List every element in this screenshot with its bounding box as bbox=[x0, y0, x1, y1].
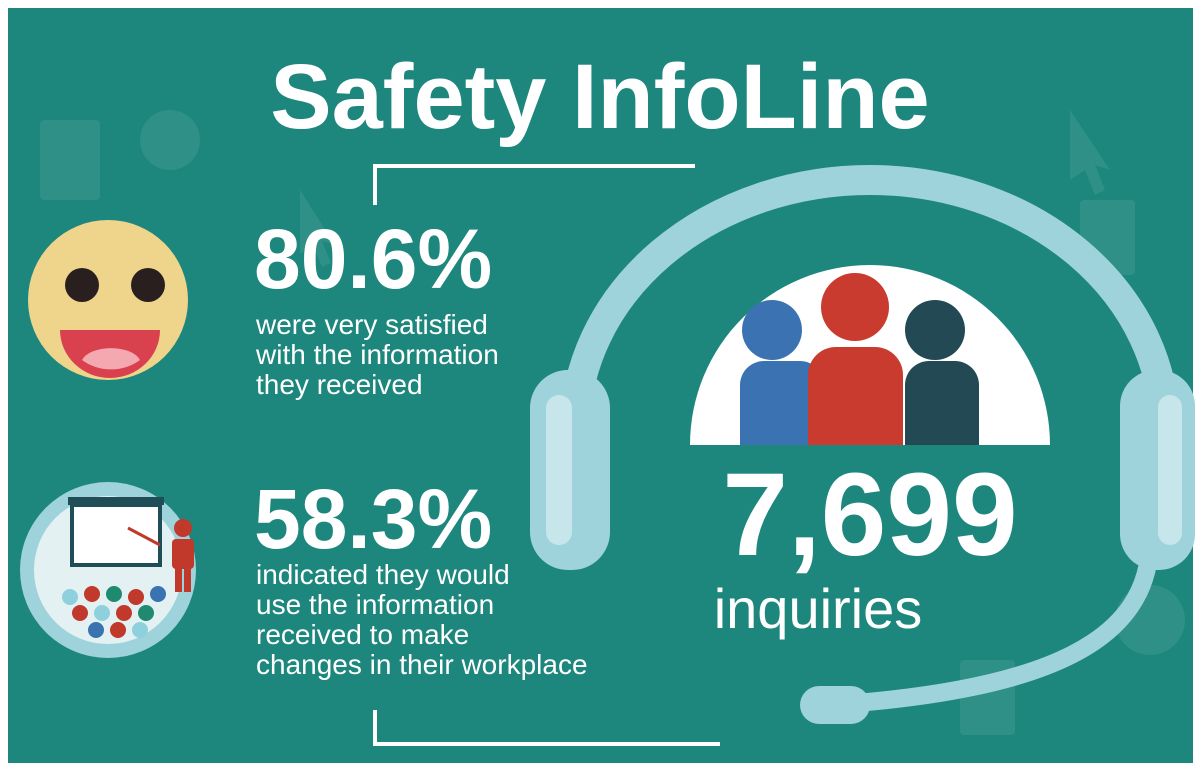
stat-description: indicated they would bbox=[256, 559, 510, 590]
presentation-icon bbox=[20, 482, 196, 658]
inquiries-count: 7,699 bbox=[722, 449, 1017, 581]
stat-description: were very satisfied bbox=[255, 309, 488, 340]
infographic: Safety InfoLine 80.6% were very bbox=[0, 0, 1201, 771]
stat-description: use the information bbox=[256, 589, 494, 620]
stat-description: received to make bbox=[256, 619, 469, 650]
stat-description: with the information bbox=[255, 339, 499, 370]
smiley-icon bbox=[28, 220, 188, 380]
stat-description: changes in their workplace bbox=[256, 649, 588, 680]
stat-description: they received bbox=[256, 369, 423, 400]
title: Safety InfoLine bbox=[270, 46, 929, 148]
inquiries-label: inquiries bbox=[714, 577, 923, 640]
stat-value: 58.3% bbox=[254, 472, 492, 566]
stat-value: 80.6% bbox=[254, 212, 492, 306]
